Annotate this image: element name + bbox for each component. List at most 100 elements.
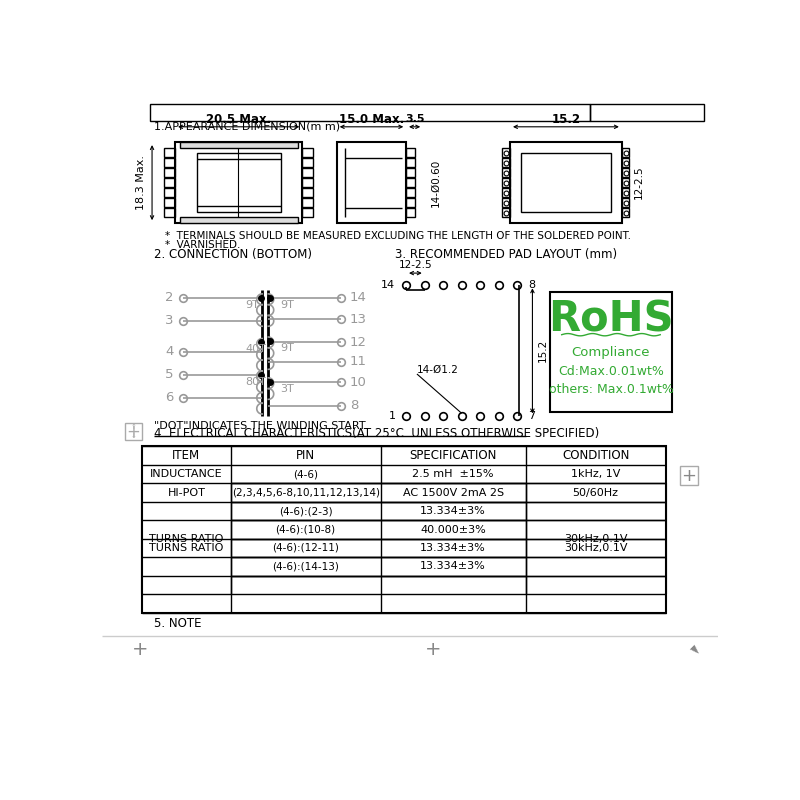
Text: HI-POT: HI-POT [167, 487, 206, 498]
Text: (2,3,4,5,6-8,10,11,12,13,14): (2,3,4,5,6-8,10,11,12,13,14) [232, 487, 380, 498]
Text: 7: 7 [528, 411, 535, 422]
Text: 13.334±3%: 13.334±3% [420, 506, 486, 516]
Bar [502, 188, 510, 197]
Bar [164, 168, 175, 177]
Text: *  VARNISHED.: * VARNISHED. [165, 240, 241, 250]
Text: ↑: ↑ [130, 424, 137, 430]
Bar [125, 423, 142, 440]
Bar [622, 148, 630, 157]
Bar [406, 209, 415, 217]
Bar [302, 198, 313, 207]
Text: 4. ELECTRICAL CHARACTERISTICS(AT 25°C  UNLESS OTHERWISE SPECIFIED): 4. ELECTRICAL CHARACTERISTICS(AT 25°C UN… [154, 426, 600, 440]
Text: RoHS: RoHS [548, 298, 674, 340]
Bar [164, 198, 175, 207]
Text: 5. NOTE: 5. NOTE [154, 617, 202, 630]
Text: 6: 6 [166, 391, 174, 404]
Text: 8: 8 [350, 399, 358, 412]
Text: 15.0 Max.: 15.0 Max. [339, 113, 404, 126]
Bar [164, 209, 175, 217]
Text: 3T: 3T [281, 383, 294, 394]
Text: 8: 8 [528, 281, 535, 290]
Text: 13: 13 [350, 313, 367, 326]
Bar [622, 178, 630, 187]
Text: 80T: 80T [246, 377, 266, 386]
Text: 40.000±3%: 40.000±3% [420, 525, 486, 534]
Bar [622, 168, 630, 177]
Bar [143, 484, 230, 594]
Bar [622, 198, 630, 207]
Bar [302, 188, 313, 197]
Text: 9T: 9T [246, 300, 259, 310]
Bar [337, 142, 406, 223]
Bar [526, 484, 665, 594]
Bar [622, 209, 630, 217]
Text: others: Max.0.1wt%: others: Max.0.1wt% [549, 383, 674, 396]
Bar [142, 446, 666, 613]
Bar [622, 158, 630, 167]
Text: (4-6):(2-3): (4-6):(2-3) [279, 506, 333, 516]
Bar [510, 142, 622, 223]
Text: 12-2.5: 12-2.5 [398, 261, 432, 270]
Bar [502, 198, 510, 207]
Bar [590, 104, 704, 121]
Bar [175, 142, 302, 223]
Text: +: + [425, 640, 442, 659]
Bar [302, 178, 313, 187]
Text: SPECIFICATION: SPECIFICATION [410, 449, 497, 462]
Text: 14-Ø0.60: 14-Ø0.60 [430, 158, 441, 206]
Text: +: + [682, 466, 696, 485]
Text: 18.3 Max.: 18.3 Max. [135, 155, 146, 210]
Text: ITEM: ITEM [172, 449, 200, 462]
Bar [406, 198, 415, 207]
Bar [302, 168, 313, 177]
Text: 12-2.5: 12-2.5 [634, 166, 644, 199]
Text: *  TERMINALS SHOULD BE MEASURED EXCLUDING THE LENGTH OF THE SOLDERED POINT.: * TERMINALS SHOULD BE MEASURED EXCLUDING… [165, 231, 631, 241]
Bar [197, 153, 281, 212]
Bar [502, 158, 510, 167]
Bar [302, 158, 313, 167]
Text: +: + [132, 640, 149, 659]
Text: 13.334±3%: 13.334±3% [420, 543, 486, 553]
Bar [164, 178, 175, 187]
Text: 15.2: 15.2 [538, 339, 548, 362]
Bar [406, 188, 415, 197]
Text: 4: 4 [166, 345, 174, 358]
Text: 30kHz,0.1V: 30kHz,0.1V [564, 534, 627, 544]
Text: 2. CONNECTION (BOTTOM): 2. CONNECTION (BOTTOM) [154, 248, 312, 261]
Text: 13.334±3%: 13.334±3% [420, 562, 486, 571]
Text: 1.APPEARANCE DIMENSION(m m): 1.APPEARANCE DIMENSION(m m) [154, 122, 341, 132]
Text: 20.5 Max.: 20.5 Max. [206, 113, 271, 126]
Bar [502, 148, 510, 157]
Bar [164, 158, 175, 167]
Text: Cd:Max.0.01wt%: Cd:Max.0.01wt% [558, 365, 664, 378]
Text: 3.5: 3.5 [405, 114, 424, 124]
Text: 50/60Hz: 50/60Hz [573, 487, 618, 498]
Text: "DOT"INDICATES THE WINDING START.: "DOT"INDICATES THE WINDING START. [154, 421, 368, 430]
Bar [406, 148, 415, 157]
Bar [150, 104, 590, 121]
Text: 14-Ø1.2: 14-Ø1.2 [417, 364, 459, 374]
Text: 2: 2 [165, 291, 174, 304]
Text: AC 1500V 2mA 2S: AC 1500V 2mA 2S [402, 487, 504, 498]
Text: INDUCTANCE: INDUCTANCE [150, 469, 222, 479]
Text: 14: 14 [382, 281, 395, 290]
Text: ↓: ↓ [130, 434, 137, 439]
Text: TURNS RATIO: TURNS RATIO [149, 543, 223, 553]
Bar [502, 209, 510, 217]
Text: (4-6):(10-8): (4-6):(10-8) [276, 525, 336, 534]
Text: 3: 3 [165, 314, 174, 327]
Bar [679, 466, 698, 485]
Text: 2.5 mH  ±15%: 2.5 mH ±15% [412, 469, 494, 479]
Bar [406, 178, 415, 187]
Text: CONDITION: CONDITION [562, 449, 630, 462]
Text: ►: ► [687, 642, 703, 658]
Text: 12: 12 [350, 336, 367, 349]
Text: 11: 11 [350, 355, 367, 368]
Bar [164, 188, 175, 197]
Text: 3. RECOMMENDED PAD LAYOUT (mm): 3. RECOMMENDED PAD LAYOUT (mm) [394, 248, 617, 261]
Text: 40T: 40T [246, 344, 266, 354]
Bar [164, 148, 175, 157]
Text: (4-6): (4-6) [293, 469, 318, 479]
Bar [406, 168, 415, 177]
Bar [180, 217, 298, 223]
